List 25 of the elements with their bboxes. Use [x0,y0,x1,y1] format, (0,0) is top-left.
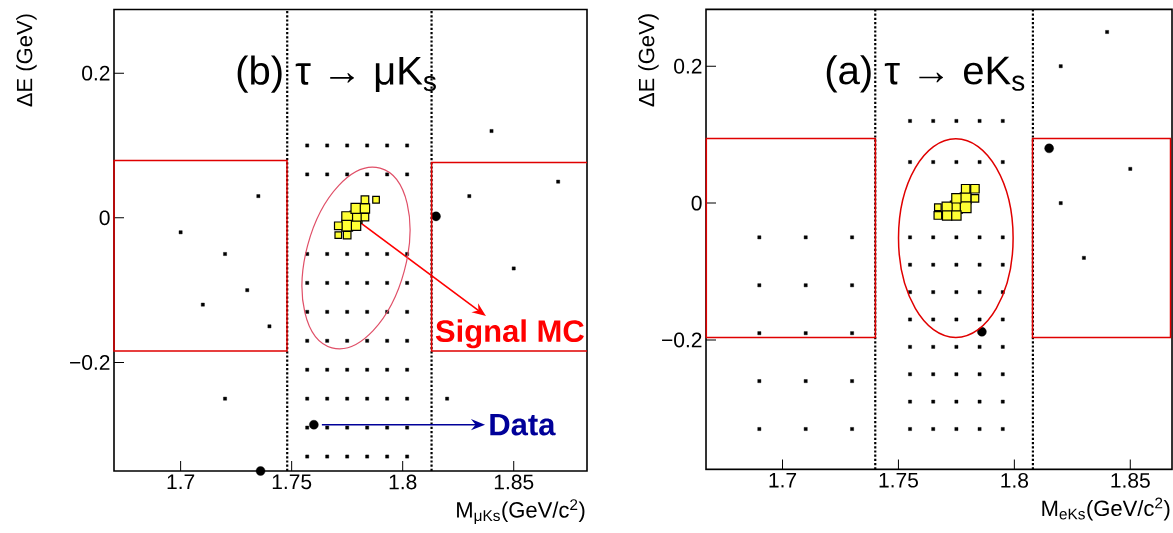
x-tick-label: 1.75 [272,474,312,490]
annotation: Data [490,413,556,436]
y-tick-label: 0 [99,210,110,226]
x-tick-label: 1.85 [494,474,534,490]
y-axis-title: ΔE (GeV) [16,14,37,107]
x-axis-title: M$_{μKs}$(GeV/c$^{2}$) [457,499,585,524]
annotation: (b) τ → μK$_{s}$ [237,55,436,93]
y-axis-title: ΔE (GeV) [638,14,659,107]
x-tick-label: 1.8 [389,474,417,490]
x-tick-label: 1.75 [879,472,918,488]
x-tick-label: 1.85 [1111,472,1150,488]
x-axis-title: M$_{eKs}$(GeV/c$^{2}$) [1042,497,1170,521]
x-tick-label: 1.8 [1001,472,1029,488]
y-tick-label: 0.2 [674,58,702,74]
x-tick-label: 1.7 [769,472,797,488]
y-tick-label: 0.2 [82,65,110,81]
point [255,466,266,476]
point [309,420,319,430]
annotation: (a) τ → eK$_{s}$ [826,55,1025,93]
y-tick-label: −0.2 [662,332,702,348]
point [431,211,441,222]
y-tick-label: 0 [691,195,702,211]
annotation: Signal MC [435,319,584,349]
y-tick-label: −0.2 [70,355,110,370]
x-tick-label: 1.7 [167,474,195,489]
